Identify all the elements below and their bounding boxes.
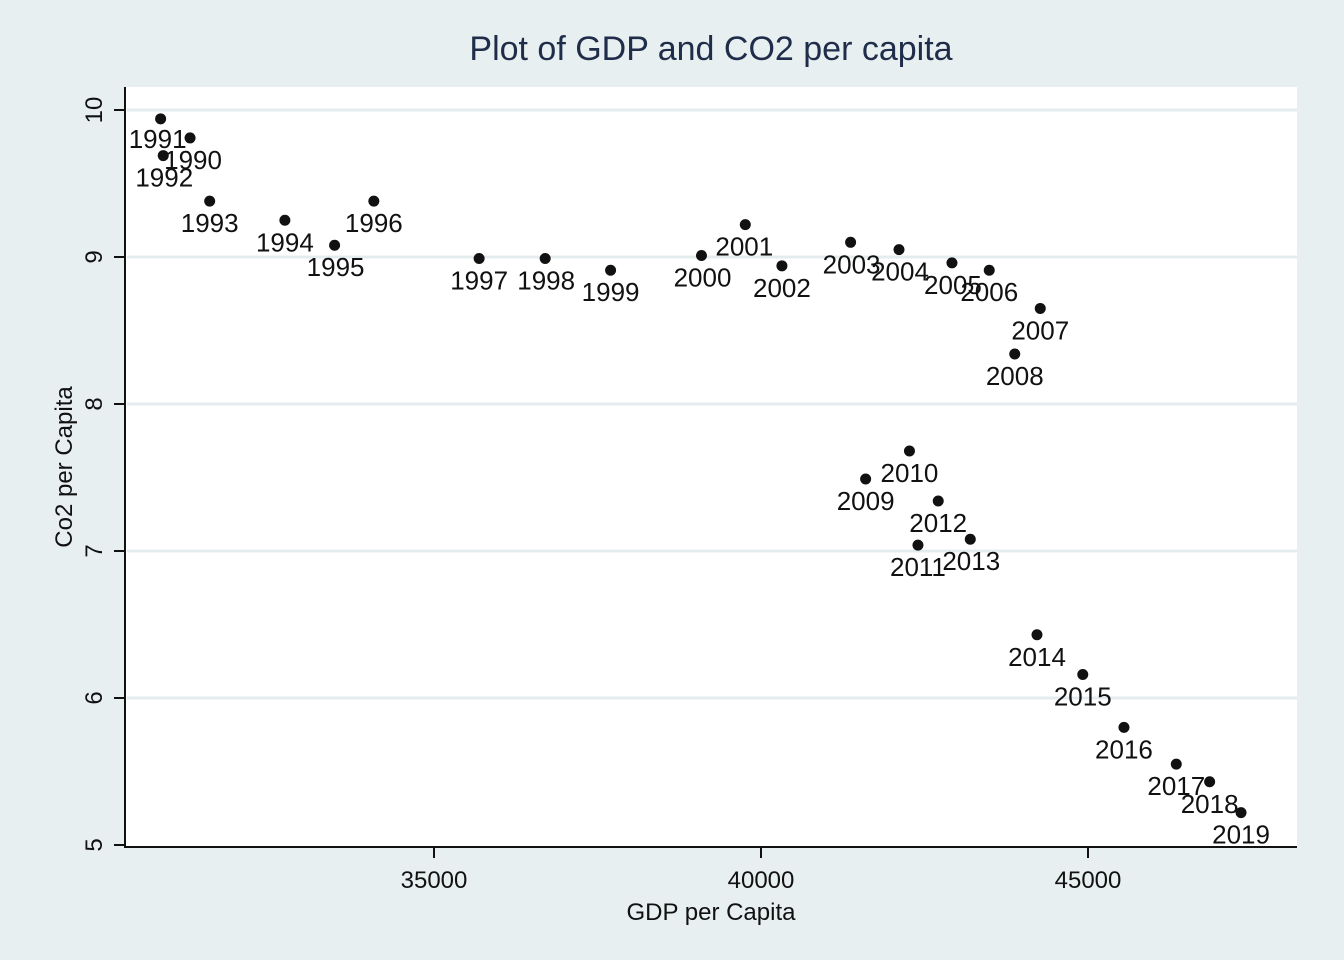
y-tick-label-7: 7 — [81, 544, 108, 557]
point-label-1996: 1996 — [345, 208, 403, 238]
point-label-2019: 2019 — [1212, 820, 1270, 850]
point-1996 — [368, 195, 380, 207]
point-2006 — [983, 264, 995, 276]
x-axis-title: GDP per Capita — [627, 899, 797, 926]
point-label-2009: 2009 — [837, 486, 895, 516]
point-1997 — [473, 252, 485, 264]
point-label-2013: 2013 — [942, 546, 1000, 576]
point-label-2016: 2016 — [1095, 734, 1153, 764]
x-tick-label-35000: 35000 — [401, 867, 468, 894]
point-2003 — [845, 236, 857, 248]
point-1995 — [329, 239, 341, 251]
point-1990 — [184, 132, 196, 144]
point-1992 — [157, 150, 169, 162]
point-label-1992: 1992 — [135, 163, 193, 193]
point-2000 — [695, 250, 707, 262]
point-label-2001: 2001 — [715, 232, 773, 262]
point-2010 — [903, 445, 915, 457]
point-2005 — [946, 257, 958, 269]
point-2009 — [860, 473, 872, 485]
point-label-2000: 2000 — [674, 263, 732, 293]
point-2019 — [1235, 807, 1247, 819]
point-label-1998: 1998 — [517, 265, 575, 295]
point-label-2006: 2006 — [960, 277, 1018, 307]
point-2001 — [739, 219, 751, 231]
point-2015 — [1077, 668, 1089, 680]
point-label-2012: 2012 — [909, 508, 967, 538]
point-2004 — [893, 244, 905, 256]
point-2008 — [1009, 348, 1021, 360]
point-label-2004: 2004 — [871, 257, 929, 287]
point-1993 — [204, 195, 216, 207]
point-label-2010: 2010 — [881, 458, 939, 488]
point-label-1999: 1999 — [582, 277, 640, 307]
chart-title: Plot of GDP and CO2 per capita — [469, 30, 952, 68]
point-2014 — [1031, 629, 1043, 641]
point-label-2002: 2002 — [753, 273, 811, 303]
point-label-1990: 1990 — [164, 145, 222, 175]
point-label-2007: 2007 — [1011, 315, 1069, 345]
point-2017 — [1170, 758, 1182, 770]
point-label-2015: 2015 — [1054, 681, 1112, 711]
point-label-2017: 2017 — [1147, 771, 1205, 801]
point-2012 — [932, 495, 944, 507]
point-1994 — [279, 214, 291, 226]
point-label-1991: 1991 — [129, 124, 187, 154]
point-label-1997: 1997 — [450, 265, 508, 295]
point-label-2008: 2008 — [986, 361, 1044, 391]
point-1999 — [605, 264, 617, 276]
y-axis-title: Co2 per Capita — [51, 386, 78, 548]
y-tick-label-9: 9 — [81, 250, 108, 263]
y-tick-label-8: 8 — [81, 397, 108, 410]
plot-area — [125, 87, 1297, 847]
point-label-2003: 2003 — [823, 249, 881, 279]
point-label-2014: 2014 — [1008, 642, 1066, 672]
point-label-1993: 1993 — [181, 208, 239, 238]
point-2016 — [1118, 721, 1130, 733]
point-label-1994: 1994 — [256, 227, 314, 257]
point-label-2011: 2011 — [890, 552, 946, 582]
point-2011 — [912, 539, 924, 551]
x-tick-label-40000: 40000 — [728, 867, 795, 894]
point-label-2018: 2018 — [1181, 789, 1239, 819]
point-1991 — [155, 113, 167, 125]
x-tick-label-45000: 45000 — [1055, 867, 1122, 894]
point-label-1995: 1995 — [307, 252, 365, 282]
y-tick-label-10: 10 — [81, 97, 108, 124]
grid-layer — [127, 108, 1297, 700]
point-2002 — [776, 260, 788, 272]
y-tick-label-6: 6 — [81, 691, 108, 704]
point-2007 — [1034, 302, 1046, 314]
point-1998 — [539, 252, 551, 264]
tick-layer: 5 6 7 8 9 10 35000 40000 45000 — [81, 97, 1121, 894]
y-tick-label-5: 5 — [81, 838, 108, 851]
point-label-2005: 2005 — [924, 270, 982, 300]
point-2013 — [964, 533, 976, 545]
point-2018 — [1204, 776, 1216, 788]
